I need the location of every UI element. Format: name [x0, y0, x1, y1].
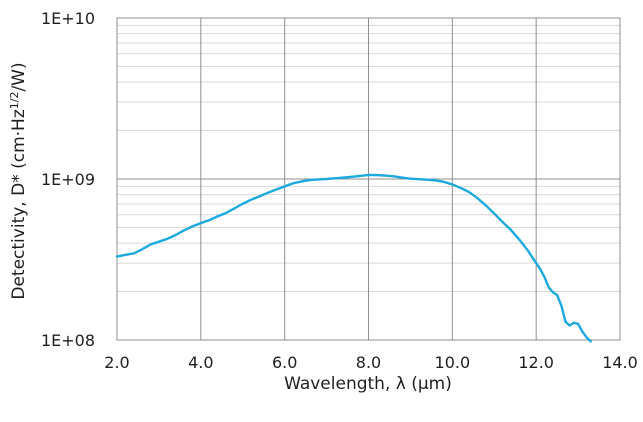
- y-tick-label-1e09: 1E+09: [41, 170, 95, 189]
- x-tick-label-2-0: 2.0: [104, 353, 129, 372]
- y-tick-label-1e08: 1E+08: [41, 331, 95, 350]
- y-axis-title-superscript: 1/2: [8, 92, 21, 110]
- grid-layer: [116, 17, 621, 341]
- plot-area-frame: [116, 17, 621, 341]
- x-tick-label-12-0: 12.0: [518, 353, 554, 372]
- series-line-1: [115, 173, 592, 343]
- x-tick-label-4-0: 4.0: [188, 353, 213, 372]
- x-tick-label-8-0: 8.0: [356, 353, 381, 372]
- y-axis-tick-labels: 1E+08 1E+09 1E+10: [41, 9, 95, 350]
- y-tick-label-1e10: 1E+10: [41, 9, 95, 28]
- y-axis-title-main: Detectivity, D* (cm·Hz: [9, 109, 29, 299]
- y-axis-title: Detectivity, D* (cm·Hz1/2/W): [8, 62, 30, 299]
- x-tick-label-6-0: 6.0: [272, 353, 297, 372]
- y-axis-title-suffix: /W): [9, 62, 29, 91]
- x-tick-label-10-0: 10.0: [435, 353, 471, 372]
- x-tick-label-14-0: 14.0: [602, 353, 638, 372]
- series-layer: [115, 173, 592, 343]
- x-axis-title: Wavelength, λ (μm): [284, 374, 452, 394]
- x-axis-tick-labels: 2.0 4.0 6.0 8.0 10.0 12.0 14.0: [104, 353, 638, 372]
